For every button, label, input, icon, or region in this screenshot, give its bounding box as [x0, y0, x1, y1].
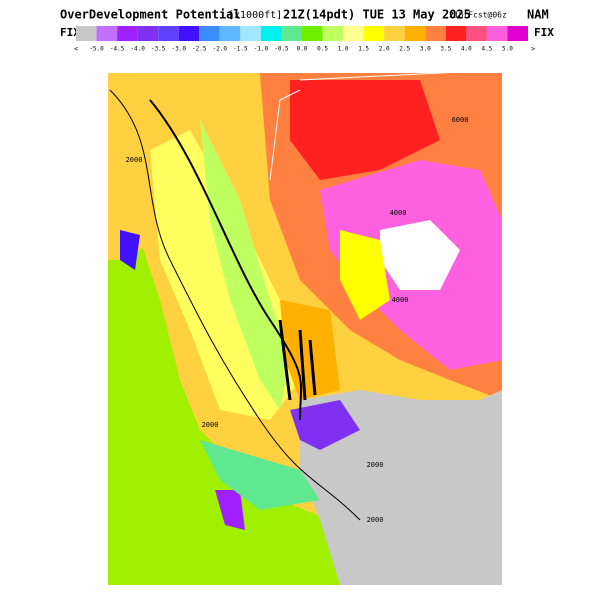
units: [x1000ft] — [228, 10, 282, 21]
legend-label: 1.0 — [338, 46, 349, 53]
legend-swatch — [404, 26, 426, 41]
legend-label: -2.0 — [213, 46, 228, 53]
title: OverDevelopment Potential — [60, 8, 241, 22]
legend-swatch — [363, 26, 385, 41]
legend-swatch — [281, 26, 302, 41]
legend: -5.0 -4.5 -4.0 -3.5 -3.0 -2.5 -2.0 -1.5 -1.0 -0.5… — [76, 26, 528, 53]
legend-label: 1.5 — [358, 46, 369, 53]
legend-more: > — [531, 45, 535, 53]
map: 2000 2000 4000 6000 2000 2000 4000 — [108, 73, 502, 585]
legend-swatch — [322, 26, 344, 41]
valid-time: 21Z(14pdt) TUE 13 May 2025 — [283, 8, 471, 22]
legend-swatch — [137, 26, 159, 41]
contour-label: 4000 — [390, 209, 407, 217]
legend-label: 5.0 — [502, 46, 513, 53]
legend-swatch — [507, 26, 528, 41]
legend-label: -3.0 — [172, 46, 187, 53]
contour-label: 2000 — [367, 461, 384, 469]
forecast: 21hrFcst@06z — [449, 11, 507, 20]
legend-swatch — [260, 26, 282, 41]
contour-label: 2000 — [367, 516, 384, 524]
contour-label: 4000 — [392, 296, 409, 304]
legend-swatch — [178, 26, 200, 41]
legend-label: 2.5 — [399, 46, 410, 53]
legend-swatch — [486, 26, 508, 41]
legend-label: -1.0 — [254, 46, 269, 53]
legend-swatch — [425, 26, 446, 41]
legend-label: 0.5 — [317, 46, 328, 53]
legend-swatch — [117, 26, 138, 41]
legend-label: 3.0 — [420, 46, 431, 53]
legend-swatch — [96, 26, 118, 41]
legend-less: < — [74, 45, 78, 53]
legend-left-label: FIX — [60, 26, 80, 39]
legend-swatch — [445, 26, 467, 41]
legend-label: 3.5 — [440, 46, 451, 53]
legend-swatch — [240, 26, 261, 41]
legend-label: 4.5 — [481, 46, 492, 53]
legend-swatch — [384, 26, 405, 41]
contour-label: 6000 — [452, 116, 469, 124]
legend-label: -5.0 — [89, 46, 104, 53]
legend-label: 0.0 — [297, 46, 308, 53]
legend-label: 4.0 — [461, 46, 472, 53]
model: NAM — [527, 8, 549, 22]
legend-swatch — [302, 26, 323, 41]
legend-right-label: FIX — [534, 26, 554, 39]
legend-swatch — [466, 26, 487, 41]
legend-label: -2.5 — [192, 46, 207, 53]
legend-swatch — [199, 26, 220, 41]
legend-label: -1.5 — [233, 46, 248, 53]
legend-swatch — [343, 26, 364, 41]
legend-swatch — [219, 26, 241, 41]
legend-swatch — [76, 26, 97, 41]
contour-label: 2000 — [126, 156, 143, 164]
legend-label: -0.5 — [274, 46, 289, 53]
legend-label: -4.0 — [130, 46, 145, 53]
legend-swatch — [158, 26, 179, 41]
contour-label: 2000 — [202, 421, 219, 429]
legend-label: 2.0 — [379, 46, 390, 53]
legend-label: -4.5 — [110, 46, 125, 53]
legend-label: -3.5 — [151, 46, 166, 53]
